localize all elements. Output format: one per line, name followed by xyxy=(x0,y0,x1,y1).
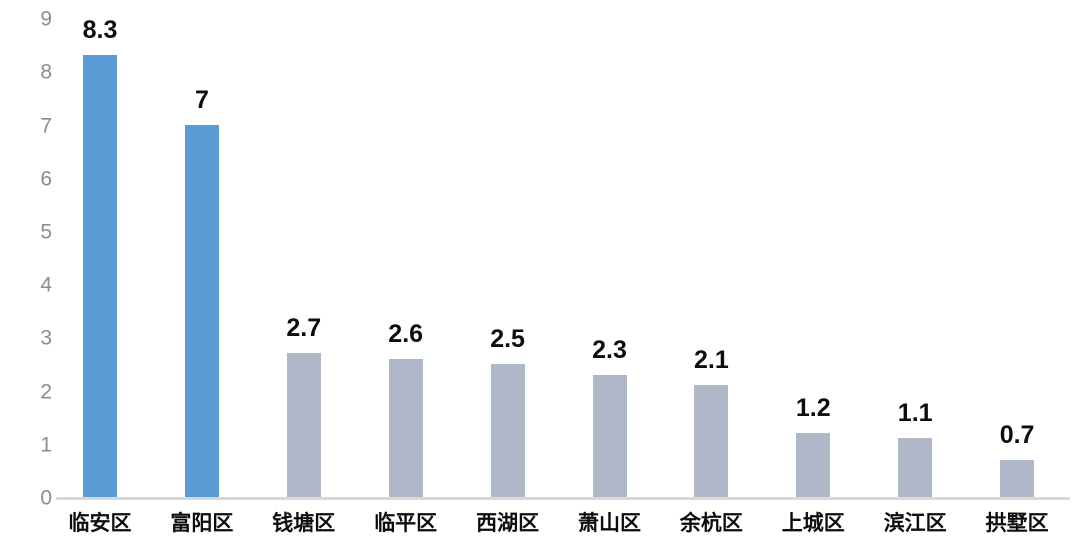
y-tick-label: 0 xyxy=(40,486,52,510)
bar-value-label: 2.7 xyxy=(286,314,322,343)
bar xyxy=(490,364,525,497)
x-tick-label: 西湖区 xyxy=(476,512,540,535)
x-tick-label: 富阳区 xyxy=(170,512,234,535)
bar-value-label: 1.2 xyxy=(795,394,831,423)
x-tick-label: 余杭区 xyxy=(679,512,743,535)
bar xyxy=(286,353,321,497)
bar-value-label: 7 xyxy=(194,85,209,114)
y-tick-label: 6 xyxy=(40,167,52,191)
bar-value-label: 2.5 xyxy=(490,325,525,353)
x-axis-line xyxy=(56,497,1070,500)
x-tick-label: 拱墅区 xyxy=(985,512,1049,535)
x-tick-label: 萧山区 xyxy=(578,512,641,535)
y-tick-label: 5 xyxy=(40,220,52,244)
bar xyxy=(898,438,933,497)
y-tick-label: 2 xyxy=(40,380,52,404)
bar xyxy=(83,55,117,497)
bar xyxy=(592,374,627,497)
y-tick-label: 4 xyxy=(40,273,52,297)
x-tick-label: 上城区 xyxy=(781,512,845,535)
x-tick-label: 临安区 xyxy=(68,512,132,535)
bar-value-label: 8.3 xyxy=(82,16,118,45)
bar-value-label: 1.1 xyxy=(897,399,933,428)
x-tick-label: 钱塘区 xyxy=(272,512,336,535)
y-tick-label: 1 xyxy=(40,433,52,457)
bar-value-label: 2.6 xyxy=(388,319,424,348)
bar-value-label: 0.7 xyxy=(999,420,1035,449)
y-tick-label: 3 xyxy=(40,326,52,350)
bar xyxy=(1000,459,1035,497)
y-tick-label: 9 xyxy=(40,7,52,31)
bar xyxy=(184,124,219,497)
bar xyxy=(694,385,729,497)
bar xyxy=(796,433,831,497)
y-tick-label: 7 xyxy=(40,114,52,138)
y-tick-label: 8 xyxy=(40,60,52,84)
x-tick-label: 临平区 xyxy=(374,512,438,535)
bar-value-label: 2.1 xyxy=(694,346,729,375)
bar xyxy=(388,358,423,497)
bar-value-label: 2.3 xyxy=(592,335,627,364)
x-tick-label: 滨江区 xyxy=(883,512,947,535)
